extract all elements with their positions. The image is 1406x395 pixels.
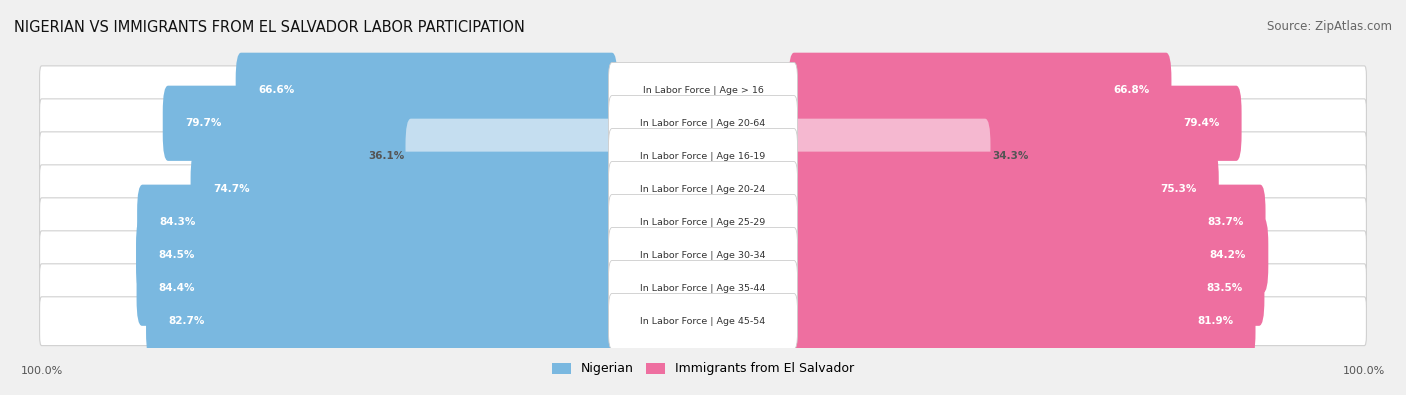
Text: 66.8%: 66.8% [1114,85,1149,95]
FancyBboxPatch shape [191,152,617,227]
FancyBboxPatch shape [609,293,797,349]
FancyBboxPatch shape [609,162,797,217]
FancyBboxPatch shape [789,53,1171,128]
Text: 79.7%: 79.7% [186,118,221,128]
FancyBboxPatch shape [789,184,1265,260]
FancyBboxPatch shape [39,99,1367,148]
Text: 34.3%: 34.3% [991,151,1028,161]
Text: In Labor Force | Age 20-64: In Labor Force | Age 20-64 [640,119,766,128]
Text: 100.0%: 100.0% [21,366,63,376]
FancyBboxPatch shape [163,86,617,161]
FancyBboxPatch shape [146,284,617,359]
FancyBboxPatch shape [609,128,797,184]
FancyBboxPatch shape [39,66,1367,115]
Legend: Nigerian, Immigrants from El Salvador: Nigerian, Immigrants from El Salvador [547,357,859,380]
FancyBboxPatch shape [236,53,617,128]
FancyBboxPatch shape [39,297,1367,346]
FancyBboxPatch shape [789,250,1264,326]
Text: 100.0%: 100.0% [1343,366,1385,376]
Text: In Labor Force | Age 30-34: In Labor Force | Age 30-34 [640,251,766,260]
Text: In Labor Force | Age > 16: In Labor Force | Age > 16 [643,86,763,95]
Text: 74.7%: 74.7% [212,184,249,194]
FancyBboxPatch shape [136,218,617,293]
Text: 82.7%: 82.7% [169,316,205,326]
FancyBboxPatch shape [609,96,797,151]
Text: Source: ZipAtlas.com: Source: ZipAtlas.com [1267,20,1392,33]
Text: In Labor Force | Age 16-19: In Labor Force | Age 16-19 [640,152,766,161]
FancyBboxPatch shape [138,184,617,260]
FancyBboxPatch shape [39,264,1367,312]
FancyBboxPatch shape [39,132,1367,181]
FancyBboxPatch shape [789,86,1241,161]
FancyBboxPatch shape [136,250,617,326]
FancyBboxPatch shape [39,198,1367,246]
FancyBboxPatch shape [609,62,797,118]
FancyBboxPatch shape [39,231,1367,280]
FancyBboxPatch shape [789,118,990,194]
FancyBboxPatch shape [39,165,1367,214]
Text: In Labor Force | Age 25-29: In Labor Force | Age 25-29 [640,218,766,227]
FancyBboxPatch shape [609,194,797,250]
FancyBboxPatch shape [789,152,1219,227]
Text: 81.9%: 81.9% [1197,316,1233,326]
Text: NIGERIAN VS IMMIGRANTS FROM EL SALVADOR LABOR PARTICIPATION: NIGERIAN VS IMMIGRANTS FROM EL SALVADOR … [14,20,524,35]
Text: 84.3%: 84.3% [159,217,195,227]
Text: 36.1%: 36.1% [368,151,404,161]
Text: In Labor Force | Age 20-24: In Labor Force | Age 20-24 [640,185,766,194]
Text: 84.4%: 84.4% [159,283,195,293]
Text: In Labor Force | Age 35-44: In Labor Force | Age 35-44 [640,284,766,293]
FancyBboxPatch shape [789,284,1256,359]
Text: 83.7%: 83.7% [1206,217,1243,227]
Text: 83.5%: 83.5% [1206,283,1241,293]
Text: 75.3%: 75.3% [1160,184,1197,194]
Text: 66.6%: 66.6% [257,85,294,95]
Text: In Labor Force | Age 45-54: In Labor Force | Age 45-54 [640,317,766,326]
FancyBboxPatch shape [405,118,617,194]
Text: 84.5%: 84.5% [159,250,194,260]
Text: 84.2%: 84.2% [1209,250,1246,260]
Text: 79.4%: 79.4% [1182,118,1219,128]
FancyBboxPatch shape [609,261,797,316]
FancyBboxPatch shape [609,228,797,283]
FancyBboxPatch shape [789,218,1268,293]
